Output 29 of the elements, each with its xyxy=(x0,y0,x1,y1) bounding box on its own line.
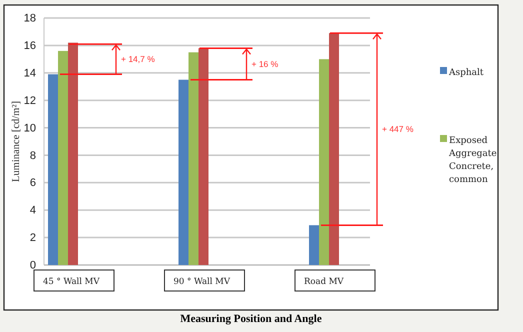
bar xyxy=(309,225,319,265)
y-tick-label: 2 xyxy=(30,232,36,244)
y-tick-label: 12 xyxy=(24,94,36,107)
bar xyxy=(68,42,78,265)
y-tick-label: 4 xyxy=(30,204,36,217)
y-tick-label: 10 xyxy=(24,122,36,134)
y-axis-title: Luminance [cd/m²] xyxy=(11,101,22,182)
x-tick-label: 90 ° Wall MV xyxy=(174,277,231,287)
x-tick-label: 45 ° Wall MV xyxy=(43,277,100,287)
bar xyxy=(48,74,58,265)
x-tick-label: Road MV xyxy=(304,277,344,287)
annotation: + 16 % xyxy=(252,58,279,69)
text: + 447 % xyxy=(382,124,414,134)
y-tick-label: 14 xyxy=(24,67,36,80)
x-axis-title: Measuring Position and Angle xyxy=(180,313,322,325)
y-tick-label: 8 xyxy=(30,150,36,162)
y-tick-label: 16 xyxy=(24,40,36,52)
bar xyxy=(329,33,339,265)
y-tick-label: 6 xyxy=(30,177,36,190)
y-tick-label: 18 xyxy=(24,12,36,25)
y-tick-label: 0 xyxy=(30,260,36,272)
bar xyxy=(319,59,329,265)
legend-label: Exposed Aggregate Concrete, common xyxy=(448,136,497,185)
bar xyxy=(58,50,68,265)
bar xyxy=(178,80,188,265)
annotation: + 14,7 % xyxy=(121,54,156,64)
bar xyxy=(198,48,208,265)
legend-label: Asphalt xyxy=(448,68,484,78)
bar xyxy=(188,52,198,265)
